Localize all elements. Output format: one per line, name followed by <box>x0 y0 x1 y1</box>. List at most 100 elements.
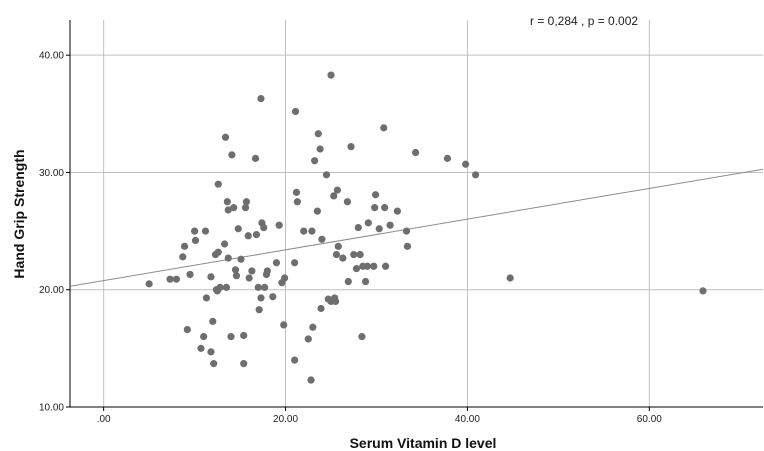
data-point <box>304 335 312 343</box>
data-point <box>361 277 370 286</box>
data-point <box>221 240 229 248</box>
data-point <box>145 280 153 288</box>
fit-line <box>69 168 764 287</box>
x-tick-labels: .00 20.00 40.00 60.00 <box>97 414 663 425</box>
data-point <box>263 267 271 275</box>
data-point <box>462 160 470 168</box>
data-point <box>240 331 248 340</box>
data-point <box>354 223 362 232</box>
data-point <box>343 198 351 206</box>
data-point <box>292 188 301 196</box>
data-point <box>314 130 322 138</box>
data-point <box>183 326 191 334</box>
x-axis-title: Serum Vitamin D level <box>350 435 497 451</box>
data-point <box>240 360 248 368</box>
data-point <box>352 265 361 273</box>
data-point <box>300 227 308 235</box>
y-tick-label: 10.00 <box>39 403 64 414</box>
data-point <box>291 107 300 116</box>
data-point <box>317 304 325 313</box>
data-point <box>172 275 181 283</box>
data-point <box>232 272 241 280</box>
data-point <box>228 151 236 159</box>
data-point <box>260 223 268 232</box>
data-point <box>380 124 388 132</box>
data-point <box>381 262 390 270</box>
data-point <box>281 274 289 282</box>
data-point <box>209 317 217 325</box>
data-point <box>252 231 261 239</box>
data-point <box>186 270 194 279</box>
data-point <box>223 198 231 206</box>
y-tick-labels: 10.00 20.00 30.00 40.00 <box>39 51 64 414</box>
data-point <box>506 274 514 282</box>
data-point <box>339 254 347 262</box>
data-point <box>190 227 199 235</box>
data-point <box>257 94 265 103</box>
data-point <box>224 254 232 262</box>
data-point <box>201 227 210 235</box>
x-tick-label: 20.00 <box>273 414 298 425</box>
y-tick-label: 20.00 <box>39 285 64 296</box>
data-point <box>230 204 238 212</box>
data-point <box>347 143 355 151</box>
data-point <box>411 148 420 157</box>
data-point <box>200 333 208 341</box>
data-point <box>214 248 222 256</box>
x-tick-label: 60.00 <box>637 414 662 425</box>
axes <box>66 20 763 411</box>
data-point <box>248 267 256 275</box>
fit-line-group <box>69 168 764 287</box>
data-point <box>293 198 301 206</box>
data-point <box>257 294 265 302</box>
x-tick-label: .00 <box>97 414 111 425</box>
data-point <box>308 227 316 235</box>
data-point <box>231 266 240 274</box>
data-point <box>210 360 218 368</box>
data-point <box>251 154 260 162</box>
data-point <box>316 145 324 153</box>
data-point <box>216 283 224 291</box>
data-point <box>291 259 299 267</box>
data-point <box>307 376 315 384</box>
y-tick-label: 40.00 <box>39 51 64 62</box>
data-point <box>350 250 358 259</box>
data-point <box>313 207 321 215</box>
data-point <box>245 274 253 282</box>
data-point <box>179 253 187 261</box>
data-point <box>356 250 364 259</box>
data-point <box>393 207 402 215</box>
data-point <box>221 133 230 141</box>
data-point <box>180 242 189 250</box>
data-point <box>327 71 335 79</box>
data-point <box>358 333 366 341</box>
data-point <box>166 275 174 283</box>
data-point <box>375 225 383 233</box>
data-point <box>364 219 372 227</box>
data-point <box>234 225 242 233</box>
data-point <box>330 192 338 200</box>
data-point <box>334 242 342 250</box>
data-point <box>309 323 317 331</box>
data-point <box>370 262 378 270</box>
data-point <box>311 157 319 165</box>
data-point <box>344 277 352 286</box>
data-point <box>333 186 341 194</box>
data-point <box>472 171 480 179</box>
data-points <box>145 71 707 384</box>
data-point <box>275 221 283 229</box>
data-point <box>255 306 263 314</box>
data-point <box>261 283 269 291</box>
data-point <box>207 273 215 281</box>
x-tick-label: 40.00 <box>455 414 480 425</box>
y-tick-label: 30.00 <box>39 168 64 179</box>
data-point <box>291 356 299 364</box>
data-point <box>403 242 412 250</box>
data-point <box>237 255 245 263</box>
data-point <box>202 294 211 302</box>
data-point <box>254 283 262 291</box>
y-axis-title: Hand Grip Strength <box>11 149 27 278</box>
data-point <box>318 235 326 243</box>
data-point <box>443 154 452 162</box>
